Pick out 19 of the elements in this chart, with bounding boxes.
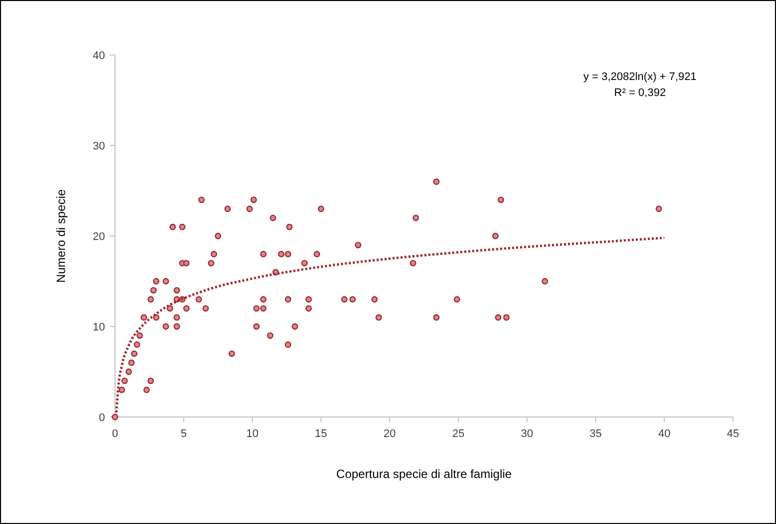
- x-tick-label: 40: [658, 428, 670, 440]
- annotation: y = 3,2082ln(x) + 7,921: [583, 71, 697, 83]
- x-tick-label: 5: [180, 428, 187, 440]
- x-tick-label: 10: [246, 428, 258, 440]
- y-tick-label: 10: [92, 322, 105, 334]
- x-axis-title: Copertura specie di altre famiglie: [336, 467, 512, 481]
- y-tick-label: 30: [92, 140, 105, 152]
- x-tick-label: 20: [384, 428, 396, 440]
- y-tick-label: 20: [92, 231, 105, 243]
- x-tick-label: 35: [590, 428, 602, 440]
- x-tick-label: 25: [452, 428, 464, 440]
- y-tick-label: 0: [98, 412, 105, 424]
- x-tick-label: 15: [314, 428, 328, 440]
- y-tick-label: 40: [92, 50, 105, 62]
- x-tick-label: 30: [520, 428, 534, 440]
- annotation: R² = 0,392: [614, 87, 666, 99]
- x-tick-label: 45: [726, 428, 740, 440]
- y-axis-title: Numero di specie: [54, 188, 68, 283]
- x-tick-label: 0: [112, 428, 118, 440]
